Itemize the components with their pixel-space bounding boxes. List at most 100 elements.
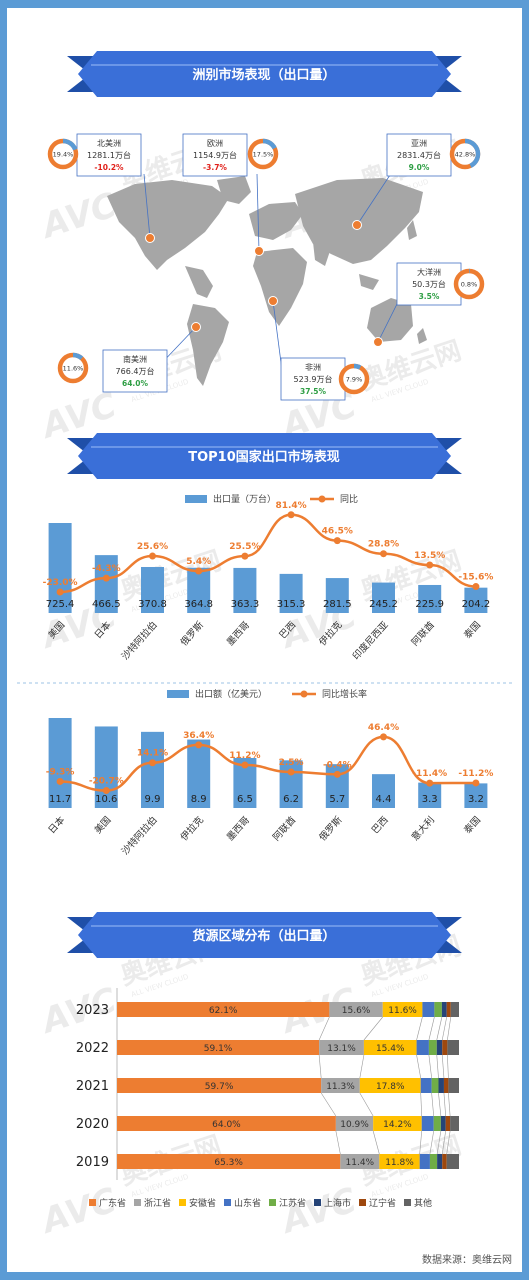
map-landmass [185,266,213,298]
stack-segment [382,1002,423,1017]
category-label: 伊拉克 [178,814,206,844]
series-connector [359,1054,365,1079]
section-title: 洲别市场表现（出口量） [192,67,335,83]
bar [48,718,72,808]
continent-volume: 523.9万台 [294,374,333,384]
section-banner: 货源区域分布（出口量） [67,912,462,958]
legend-swatch [359,1199,366,1206]
growth-label: -9.3% [46,767,75,777]
growth-label: 25.6% [137,542,168,552]
bar-value-label: 3.2 [468,794,484,805]
segment-label: 15.6% [342,1006,371,1016]
series-connector [436,1054,439,1079]
map-landmass [107,180,229,270]
bar-value-label: 225.9 [415,599,444,610]
share-label: 42.8% [455,151,476,159]
stack-segment [450,1002,459,1017]
bar-value-label: 9.9 [145,794,161,805]
stack-segment [445,1116,451,1131]
growth-label: 28.8% [368,540,399,550]
stack-segment [438,1078,444,1093]
segment-label: 11.8% [385,1158,414,1168]
stack-segment [117,1040,320,1055]
segment-label: 13.1% [327,1044,356,1054]
callout-leader [143,173,151,239]
continent-name: 非洲 [305,362,321,372]
continent-growth: -10.2% [94,163,124,172]
series-connector [428,1016,435,1041]
section-banner: TOP10国家出口市场表现 [67,433,462,479]
growth-point [333,770,341,778]
growth-label: 46.5% [322,527,353,537]
stack-segment [428,1040,437,1055]
legend-label: 同比 [340,493,358,505]
series-connector [359,1092,374,1117]
stack-segment [431,1078,439,1093]
growth-label: -11.2% [458,769,493,779]
map-landmass [313,242,331,266]
bar [187,739,211,808]
segment-label: 11.4% [346,1158,375,1168]
stack-segment [420,1078,432,1093]
stack-segment [363,1040,417,1055]
series-connector [431,1092,434,1117]
continent-marker [352,220,362,230]
continent-name: 欧洲 [207,138,223,148]
continent-name: 大洋洲 [417,267,441,277]
growth-point [426,561,434,569]
continent-name: 南美洲 [123,354,147,364]
stack-segment [117,1116,336,1131]
bar [94,726,118,808]
continent-volume: 766.4万台 [116,366,155,376]
growth-label: -23.0% [43,578,78,588]
continent-marker [254,246,264,256]
stack-segment [319,1040,364,1055]
stack-segment [434,1002,442,1017]
year-label: 2019 [76,1155,109,1170]
series-connector [441,1054,445,1079]
legend-label: 安徽省 [189,1197,216,1209]
series-connector [416,1054,421,1079]
bar [464,587,488,613]
continent-box [102,349,168,393]
map-landmass [249,202,303,240]
growth-point [472,779,480,787]
series-connector [448,1092,451,1117]
stacked-bar-chart: 2023 62.1% 15.6% 11.6% 2022 59.1% 13.1% 15.4% 20… [76,988,459,1209]
series-connector [419,1130,423,1155]
legend-swatch-bars [185,495,207,503]
legend-label: 江苏省 [279,1197,306,1209]
legend-label: 出口量（万台） [213,493,276,505]
bar [418,584,442,613]
stack-segment [117,1078,322,1093]
category-label: 沙特阿拉伯 [119,814,160,857]
stack-segment [447,1040,459,1055]
legend-label: 其他 [414,1197,432,1209]
stack-segment [450,1116,459,1131]
year-label: 2020 [76,1117,109,1132]
year-label: 2021 [76,1079,109,1094]
banner-ribbon [78,433,451,479]
map-landmass [417,328,427,344]
bar [372,582,395,613]
series-connector [420,1092,423,1117]
series-connector [436,1130,442,1155]
bar-value-label: 10.6 [95,794,117,805]
growth-point [195,567,203,575]
continent-box [280,357,346,401]
continent-volume: 50.3万台 [412,279,446,289]
share-arc [338,363,370,395]
growth-point [241,552,249,560]
year-label: 2022 [76,1041,109,1056]
stack-segment [335,1116,374,1131]
watermark-brand: AVC [275,1180,362,1242]
series-connector [441,1016,447,1041]
bar-value-label: 363.3 [231,599,260,610]
continent-callout: 欧洲 1154.9万台 -3.7% 17.5% [182,133,279,256]
segment-label: 11.3% [326,1082,355,1092]
growth-point [333,537,341,545]
stack-segment [416,1040,429,1055]
share-label: 7.9% [346,376,363,384]
continent-volume: 1281.1万台 [87,150,131,160]
growth-label: -20.7% [89,777,124,787]
